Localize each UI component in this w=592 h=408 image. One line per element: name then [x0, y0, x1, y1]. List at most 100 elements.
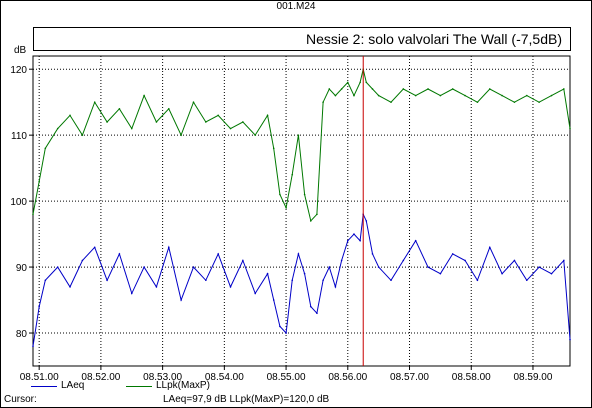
data-point: [254, 134, 257, 136]
data-point: [38, 305, 40, 308]
data-point: [328, 266, 331, 268]
data-point: [563, 259, 565, 262]
data-point: [563, 88, 565, 90]
y-tick-label: 120: [10, 65, 27, 76]
data-point: [377, 94, 380, 97]
x-tick-label: 08.55.00: [267, 372, 306, 383]
data-point: [513, 259, 516, 262]
x-tick-label: 08.59.00: [513, 372, 552, 383]
data-point: [371, 88, 374, 90]
data-point: [309, 220, 312, 222]
data-point: [285, 332, 287, 334]
data-point: [81, 259, 84, 262]
data-point: [272, 299, 275, 301]
data-point: [93, 101, 96, 103]
data-point: [365, 81, 368, 84]
x-tick-label: 08.57.00: [390, 372, 429, 383]
data-point: [155, 286, 158, 288]
data-point: [32, 213, 34, 216]
data-point: [303, 272, 306, 275]
data-point: [334, 286, 337, 288]
data-point: [229, 127, 232, 130]
data-point: [371, 253, 374, 255]
data-point: [550, 94, 553, 97]
data-point: [272, 147, 275, 150]
data-point: [390, 101, 392, 103]
data-point: [167, 246, 170, 249]
plot-border: [32, 55, 571, 367]
data-point: [501, 94, 503, 97]
data-point: [451, 253, 454, 255]
data-point: [359, 239, 361, 242]
x-tick-label: 08.58.00: [452, 372, 491, 383]
data-point: [525, 279, 528, 282]
data-point: [93, 246, 96, 249]
data-point: [56, 127, 59, 130]
data-point: [353, 94, 355, 97]
data-point: [242, 121, 244, 123]
y-tick-label: 110: [11, 131, 27, 142]
data-point: [192, 101, 195, 103]
data-point: [501, 272, 503, 275]
data-point: [538, 266, 540, 268]
data-point: [346, 239, 349, 242]
data-point: [451, 88, 454, 90]
data-point: [316, 312, 318, 315]
data-point: [217, 253, 219, 255]
data-point: [180, 134, 182, 136]
data-point: [427, 88, 429, 90]
data-point: [538, 101, 540, 103]
data-point: [334, 94, 337, 97]
data-point: [414, 239, 417, 242]
data-point: [365, 220, 368, 222]
data-point: [303, 193, 306, 196]
data-point: [155, 121, 158, 123]
data-point: [180, 299, 182, 301]
y-axis-unit-label: dB: [14, 45, 27, 56]
data-point: [328, 88, 331, 90]
chart-title: Nessie 2: solo valvolari The Wall (-7,5d…: [306, 31, 562, 47]
data-point: [279, 325, 281, 328]
data-point: [69, 114, 71, 117]
legend-llpk-label: LLpk(MaxP): [156, 380, 210, 391]
data-point: [143, 266, 145, 268]
data-point: [279, 193, 281, 196]
y-tick-label: 100: [10, 197, 27, 208]
x-tick-label: 08.54.00: [205, 372, 244, 383]
data-point: [285, 206, 287, 209]
data-point: [340, 259, 343, 262]
data-point: [476, 101, 479, 103]
data-point: [205, 279, 207, 282]
series-line-laeq: [32, 212, 571, 347]
legend-laeq-swatch: [31, 386, 57, 387]
data-point: [291, 279, 294, 282]
data-point: [32, 345, 34, 348]
data-point: [130, 127, 133, 130]
data-point: [550, 272, 553, 275]
data-point: [353, 233, 355, 235]
data-point: [167, 107, 170, 110]
data-point: [217, 114, 219, 117]
data-point: [569, 338, 571, 341]
data-point: [346, 81, 349, 84]
data-point: [297, 253, 300, 255]
y-tick-label: 80: [16, 329, 28, 340]
data-point: [390, 279, 392, 282]
data-point: [38, 180, 40, 183]
data-point: [118, 253, 121, 255]
data-point: [118, 107, 121, 110]
data-point: [427, 266, 429, 268]
data-point: [402, 88, 405, 90]
data-point: [464, 259, 466, 262]
cursor-readout: LAeq=97,9 dB LLpk(MaxP)=120,0 dB: [163, 394, 330, 405]
data-point: [254, 292, 257, 295]
data-point: [377, 266, 380, 268]
data-point: [359, 81, 361, 84]
data-point: [56, 266, 59, 268]
data-point: [106, 121, 108, 123]
data-point: [402, 259, 405, 262]
data-point: [266, 272, 269, 275]
data-point: [242, 259, 244, 262]
data-point: [106, 279, 108, 282]
